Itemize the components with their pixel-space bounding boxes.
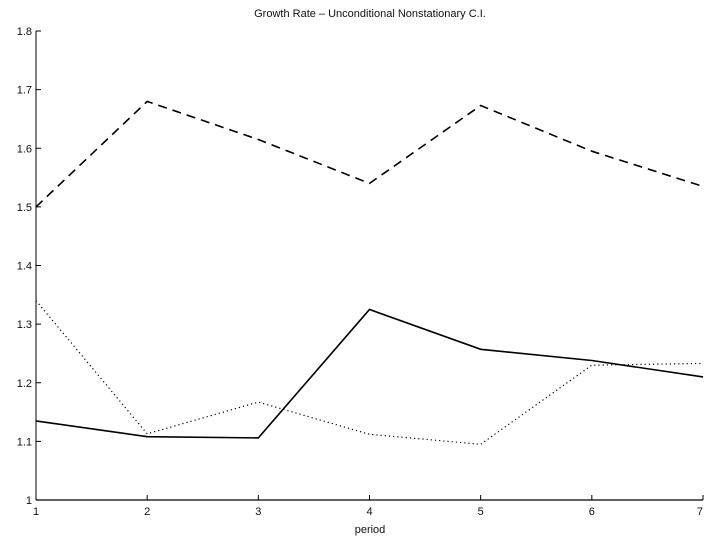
series-line-dotted	[35, 300, 704, 445]
y-tick-label: 1	[26, 495, 32, 507]
series-line-solid	[35, 308, 704, 439]
y-tick-label: 1.2	[17, 378, 32, 390]
y-axis: 1 1.1 1.2 1.3 1.4 1.5 1.6 1.7 1.8	[17, 26, 41, 507]
y-tick-label: 1.4	[17, 261, 32, 273]
x-tick-label: 2	[144, 506, 150, 518]
x-tick-label: 3	[255, 506, 261, 518]
y-tick-label: 1.8	[17, 26, 32, 38]
y-tick-label: 1.6	[17, 143, 32, 155]
y-tick-label: 1.7	[17, 85, 32, 97]
x-tick-label: 5	[478, 506, 484, 518]
x-axis: 1 2 3 4 5 6 7	[33, 495, 704, 518]
x-axis-label: period	[355, 524, 386, 536]
x-tick-label: 7	[697, 506, 703, 518]
x-tick-label: 4	[366, 506, 372, 518]
series-line-dashed	[35, 100, 704, 208]
y-tick-label: 1.3	[17, 319, 32, 331]
x-tick-label: 1	[33, 506, 39, 518]
y-tick-label: 1.1	[17, 436, 32, 448]
chart-title: Growth Rate – Unconditional Nonstationar…	[254, 8, 486, 20]
plot-frame	[35, 31, 703, 501]
series-layer	[35, 100, 704, 445]
y-tick-label: 1.5	[17, 202, 32, 214]
x-tick-label: 6	[589, 506, 595, 518]
